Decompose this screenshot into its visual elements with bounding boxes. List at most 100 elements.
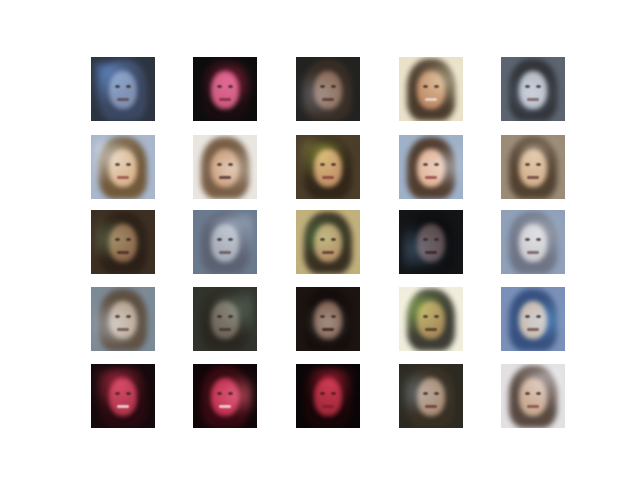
- thumbnail-mouth: [322, 405, 334, 408]
- thumbnail-artifact: [403, 293, 459, 345]
- thumbnail-eye: [423, 238, 428, 241]
- thumbnail-mouth: [322, 251, 334, 254]
- face-thumbnail-r4-c4: [399, 287, 463, 351]
- thumbnail-artifact: [403, 63, 459, 115]
- thumbnail-artifact: [95, 216, 151, 268]
- thumbnail-eye: [434, 392, 439, 395]
- thumbnail-eye: [115, 315, 120, 318]
- thumbnail-eye: [115, 85, 120, 88]
- thumbnail-artifact: [197, 63, 253, 115]
- face-thumbnail-r5-c4: [399, 364, 463, 428]
- thumbnail-eye: [320, 392, 325, 395]
- thumbnail-mouth: [527, 251, 539, 254]
- thumbnail-eye: [331, 163, 336, 166]
- face-thumbnail-r3-c3: [296, 210, 360, 274]
- thumbnail-mouth: [527, 176, 539, 179]
- thumbnail-mouth: [219, 328, 231, 331]
- face-thumbnail-r3-c5: [501, 210, 565, 274]
- thumbnail-artifact: [403, 216, 459, 268]
- thumbnail-artifact: [95, 141, 151, 193]
- thumbnail-eye: [536, 85, 541, 88]
- thumbnail-artifact: [197, 141, 253, 193]
- thumbnail-eye: [228, 315, 233, 318]
- thumbnail-eye: [536, 238, 541, 241]
- thumbnail-artifact: [95, 293, 151, 345]
- thumbnail-mouth: [219, 98, 231, 101]
- thumbnail-eye: [536, 315, 541, 318]
- thumbnail-eye: [217, 315, 222, 318]
- thumbnail-artifact: [95, 63, 151, 115]
- thumbnail-eye: [331, 85, 336, 88]
- face-thumbnail-r5-c1: [91, 364, 155, 428]
- thumbnail-mouth: [425, 405, 437, 408]
- face-thumbnail-r1-c5: [501, 57, 565, 121]
- thumbnail-eye: [126, 315, 131, 318]
- thumbnail-eye: [423, 315, 428, 318]
- face-thumbnail-r1-c3: [296, 57, 360, 121]
- thumbnail-mouth: [527, 405, 539, 408]
- thumbnail-eye: [126, 392, 131, 395]
- thumbnail-eye: [423, 85, 428, 88]
- face-thumbnail-r1-c2: [193, 57, 257, 121]
- thumbnail-eye: [525, 392, 530, 395]
- face-thumbnail-r1-c4: [399, 57, 463, 121]
- thumbnail-eye: [115, 163, 120, 166]
- thumbnail-eye: [331, 315, 336, 318]
- face-thumbnail-r5-c2: [193, 364, 257, 428]
- face-thumbnail-r4-c2: [193, 287, 257, 351]
- thumbnail-eye: [217, 238, 222, 241]
- thumbnail-artifact: [95, 370, 151, 422]
- thumbnail-mouth: [527, 98, 539, 101]
- thumbnail-mouth: [425, 98, 437, 101]
- thumbnail-eye: [126, 163, 131, 166]
- thumbnail-artifact: [505, 370, 561, 422]
- thumbnail-eye: [536, 163, 541, 166]
- face-thumbnail-r2-c1: [91, 135, 155, 199]
- thumbnail-eye: [228, 163, 233, 166]
- thumbnail-eye: [115, 392, 120, 395]
- face-thumbnail-r3-c2: [193, 210, 257, 274]
- thumbnail-artifact: [197, 370, 253, 422]
- thumbnail-mouth: [425, 176, 437, 179]
- thumbnail-eye: [434, 238, 439, 241]
- thumbnail-artifact: [505, 216, 561, 268]
- thumbnail-eye: [228, 392, 233, 395]
- face-thumbnail-r3-c4: [399, 210, 463, 274]
- face-thumbnail-r4-c1: [91, 287, 155, 351]
- thumbnail-eye: [228, 238, 233, 241]
- thumbnail-artifact: [300, 141, 356, 193]
- thumbnail-mouth: [425, 251, 437, 254]
- thumbnail-eye: [434, 315, 439, 318]
- thumbnail-eye: [423, 163, 428, 166]
- thumbnail-mouth: [322, 98, 334, 101]
- thumbnail-eye: [320, 85, 325, 88]
- thumbnail-eye: [320, 315, 325, 318]
- thumbnail-eye: [228, 85, 233, 88]
- thumbnail-artifact: [505, 293, 561, 345]
- thumbnail-mouth: [117, 328, 129, 331]
- thumbnail-artifact: [403, 370, 459, 422]
- thumbnail-mouth: [117, 176, 129, 179]
- thumbnail-mouth: [219, 405, 231, 408]
- thumbnail-artifact: [505, 141, 561, 193]
- thumbnail-mouth: [117, 98, 129, 101]
- thumbnail-eye: [331, 392, 336, 395]
- thumbnail-eye: [126, 85, 131, 88]
- thumbnail-eye: [423, 392, 428, 395]
- thumbnail-mouth: [322, 328, 334, 331]
- thumbnail-mouth: [219, 251, 231, 254]
- face-thumbnail-r5-c5: [501, 364, 565, 428]
- thumbnail-artifact: [505, 63, 561, 115]
- thumbnail-artifact: [197, 293, 253, 345]
- thumbnail-eye: [434, 85, 439, 88]
- thumbnail-eye: [217, 163, 222, 166]
- thumbnail-eye: [217, 85, 222, 88]
- thumbnail-eye: [115, 238, 120, 241]
- thumbnail-eye: [434, 163, 439, 166]
- face-thumbnail-r1-c1: [91, 57, 155, 121]
- thumbnail-mouth: [219, 176, 231, 179]
- thumbnail-eye: [525, 315, 530, 318]
- thumbnail-mouth: [117, 405, 129, 408]
- thumbnail-artifact: [300, 63, 356, 115]
- thumbnail-mouth: [527, 328, 539, 331]
